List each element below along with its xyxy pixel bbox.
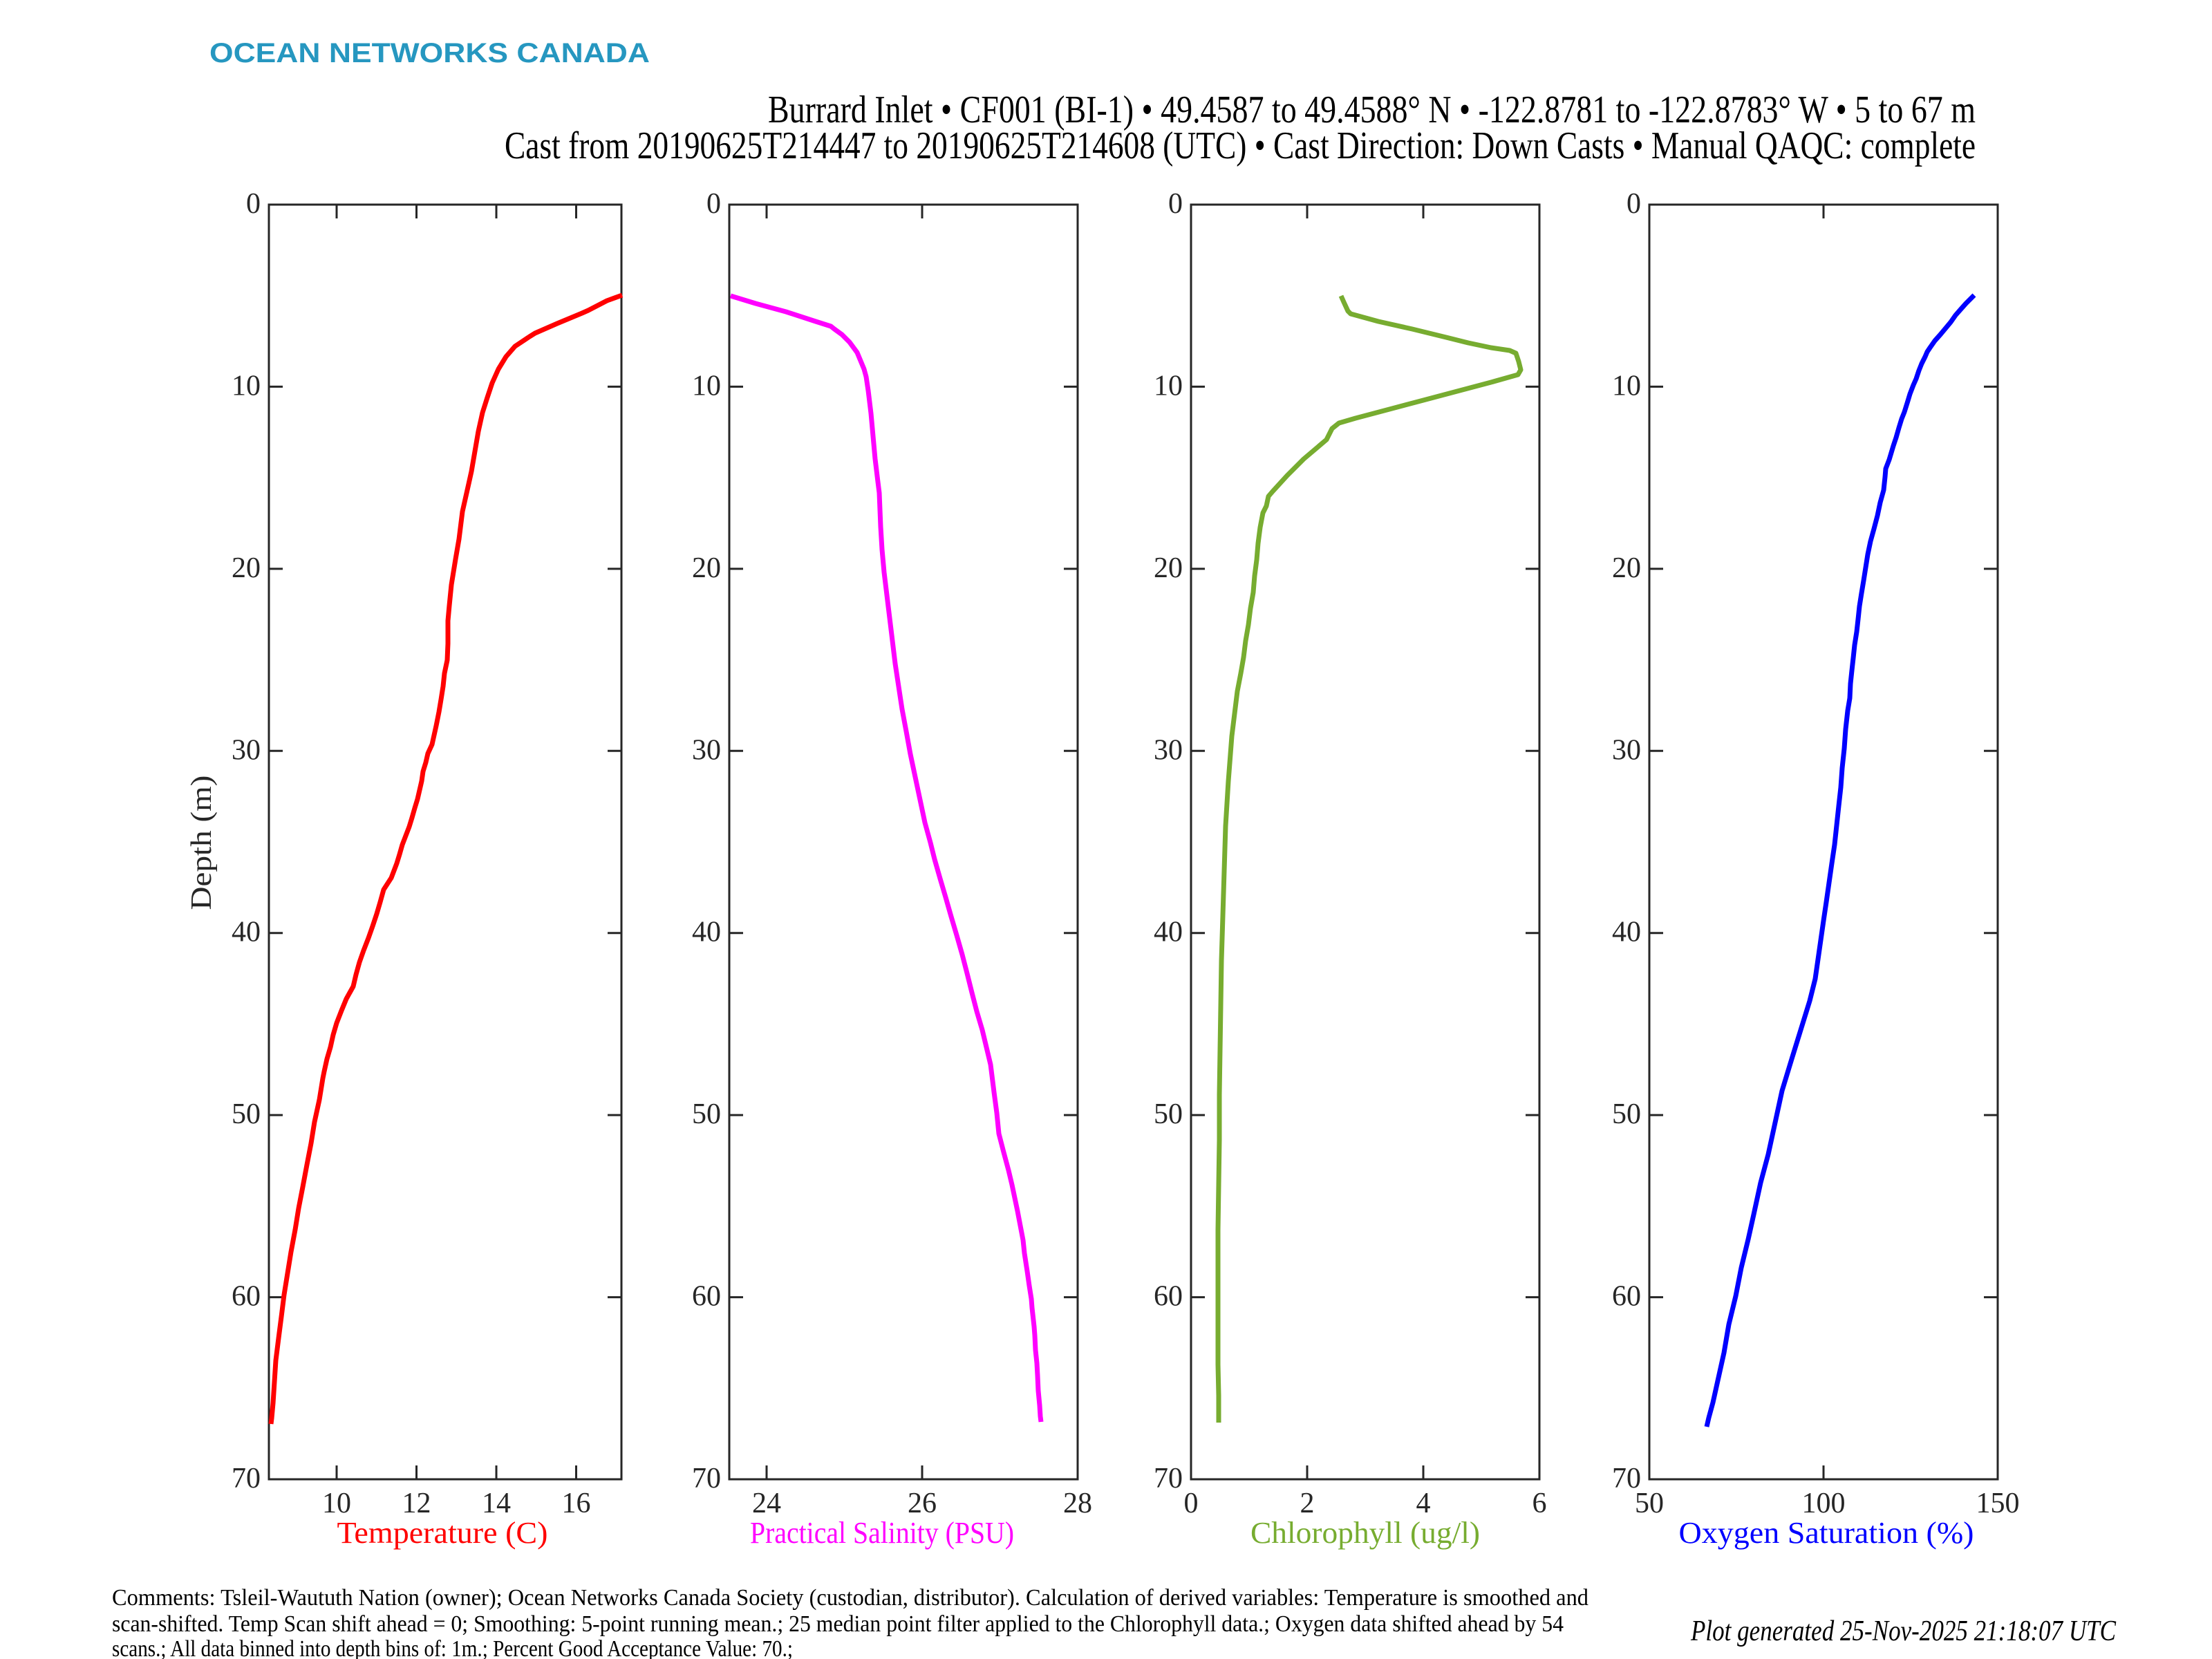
svg-text:20: 20 bbox=[1612, 552, 1641, 584]
svg-text:Burrard Inlet • CF001 (BI-1) •: Burrard Inlet • CF001 (BI-1) • 49.4587 t… bbox=[768, 88, 1976, 131]
svg-text:60: 60 bbox=[1154, 1281, 1183, 1313]
svg-text:16: 16 bbox=[562, 1488, 591, 1519]
svg-text:28: 28 bbox=[1063, 1488, 1092, 1519]
svg-text:Plot generated 25-Nov-2025 21:: Plot generated 25-Nov-2025 21:18:07 UTC bbox=[1690, 1615, 2117, 1647]
svg-text:10: 10 bbox=[1612, 370, 1641, 402]
svg-text:30: 30 bbox=[1154, 734, 1183, 766]
svg-text:10: 10 bbox=[1154, 370, 1183, 402]
svg-text:30: 30 bbox=[1612, 734, 1641, 766]
svg-text:60: 60 bbox=[692, 1281, 721, 1313]
svg-text:2: 2 bbox=[1300, 1488, 1315, 1519]
svg-text:40: 40 bbox=[1154, 917, 1183, 948]
svg-text:0: 0 bbox=[706, 188, 721, 220]
svg-text:Chlorophyll (ug/l): Chlorophyll (ug/l) bbox=[1250, 1516, 1480, 1550]
svg-text:50: 50 bbox=[1612, 1098, 1641, 1130]
svg-text:50: 50 bbox=[1154, 1098, 1183, 1130]
svg-text:Comments: Tsleil-Waututh Natio: Comments: Tsleil-Waututh Nation (owner);… bbox=[112, 1585, 1588, 1611]
svg-text:12: 12 bbox=[402, 1488, 431, 1519]
svg-text:70: 70 bbox=[232, 1463, 261, 1494]
svg-text:70: 70 bbox=[1612, 1463, 1641, 1494]
svg-text:60: 60 bbox=[232, 1281, 261, 1313]
svg-text:70: 70 bbox=[1154, 1463, 1183, 1494]
svg-text:70: 70 bbox=[692, 1463, 721, 1494]
svg-text:20: 20 bbox=[692, 552, 721, 584]
svg-text:scans.; All data binned into d: scans.; All data binned into depth bins … bbox=[112, 1636, 793, 1659]
svg-text:150: 150 bbox=[1976, 1488, 2020, 1519]
svg-text:40: 40 bbox=[232, 917, 261, 948]
svg-text:100: 100 bbox=[1802, 1488, 1846, 1519]
svg-text:50: 50 bbox=[232, 1098, 261, 1130]
svg-text:0: 0 bbox=[1168, 188, 1183, 220]
svg-text:24: 24 bbox=[752, 1488, 781, 1519]
svg-text:OCEAN NETWORKS CANADA: OCEAN NETWORKS CANADA bbox=[209, 38, 650, 68]
svg-text:10: 10 bbox=[692, 370, 721, 402]
svg-text:40: 40 bbox=[692, 917, 721, 948]
svg-text:14: 14 bbox=[482, 1488, 511, 1519]
svg-text:40: 40 bbox=[1612, 917, 1641, 948]
svg-text:30: 30 bbox=[692, 734, 721, 766]
svg-text:Oxygen Saturation (%): Oxygen Saturation (%) bbox=[1679, 1516, 1974, 1550]
svg-text:20: 20 bbox=[232, 552, 261, 584]
svg-text:0: 0 bbox=[1627, 188, 1641, 220]
svg-text:4: 4 bbox=[1416, 1488, 1431, 1519]
svg-text:26: 26 bbox=[908, 1488, 937, 1519]
svg-text:Temperature (C): Temperature (C) bbox=[337, 1516, 548, 1550]
svg-text:20: 20 bbox=[1154, 552, 1183, 584]
svg-text:Practical Salinity (PSU): Practical Salinity (PSU) bbox=[750, 1516, 1014, 1550]
svg-text:Cast from 20190625T214447 to 2: Cast from 20190625T214447 to 20190625T21… bbox=[505, 124, 1976, 167]
svg-text:scan-shifted. Temp Scan shift: scan-shifted. Temp Scan shift ahead = 0;… bbox=[112, 1611, 1564, 1637]
svg-text:Depth (m): Depth (m) bbox=[186, 776, 218, 910]
svg-text:60: 60 bbox=[1612, 1281, 1641, 1313]
svg-text:30: 30 bbox=[232, 734, 261, 766]
svg-text:0: 0 bbox=[1184, 1488, 1199, 1519]
svg-text:50: 50 bbox=[692, 1098, 721, 1130]
svg-text:10: 10 bbox=[232, 370, 261, 402]
svg-text:0: 0 bbox=[246, 188, 261, 220]
svg-text:6: 6 bbox=[1533, 1488, 1547, 1519]
svg-text:10: 10 bbox=[322, 1488, 351, 1519]
svg-text:50: 50 bbox=[1635, 1488, 1664, 1519]
